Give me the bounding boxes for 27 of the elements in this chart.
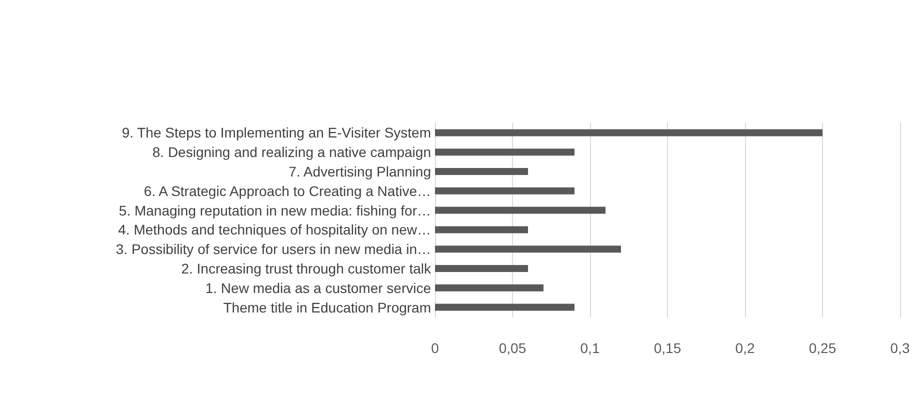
bar <box>435 304 574 311</box>
x-tick-label: 0,2 <box>735 340 755 356</box>
x-tick-label: 0,15 <box>654 340 682 356</box>
y-tick-label: 4. Methods and techniques of hospitality on new… <box>118 222 431 238</box>
bar <box>435 284 544 292</box>
bar <box>435 129 822 136</box>
bar <box>435 265 528 272</box>
y-tick-label: 7. Advertising Planning <box>288 164 431 180</box>
bar <box>435 226 528 234</box>
y-tick-label: 6. A Strategic Approach to Creating a Native… <box>144 182 431 199</box>
bar <box>435 168 528 175</box>
y-tick-label: 5. Managing reputation in new media: fishing for… <box>118 202 431 218</box>
x-tick-label: 0 <box>431 340 440 356</box>
x-tick-label: 0,3 <box>890 340 910 356</box>
y-tick-label: 2. Increasing trust through customer talk <box>181 260 432 276</box>
bar <box>435 148 574 156</box>
x-tick-label: 0,1 <box>580 340 600 356</box>
bar <box>435 187 574 194</box>
x-tick-label: 0,25 <box>808 340 836 356</box>
y-tick-label: Theme title in Education Program <box>223 299 431 316</box>
y-tick-label: 8. Designing and realizing a native campaign <box>152 144 431 160</box>
x-tick-label: 0,05 <box>498 340 526 356</box>
y-tick-label: 9. The Steps to Implementing an E-Visiter System <box>122 124 431 141</box>
bar <box>435 206 606 214</box>
y-tick-label: 1. New media as a customer service <box>205 280 432 296</box>
y-tick-label: 3. Possibility of service for users in new media in… <box>116 241 431 258</box>
bar <box>435 246 621 253</box>
